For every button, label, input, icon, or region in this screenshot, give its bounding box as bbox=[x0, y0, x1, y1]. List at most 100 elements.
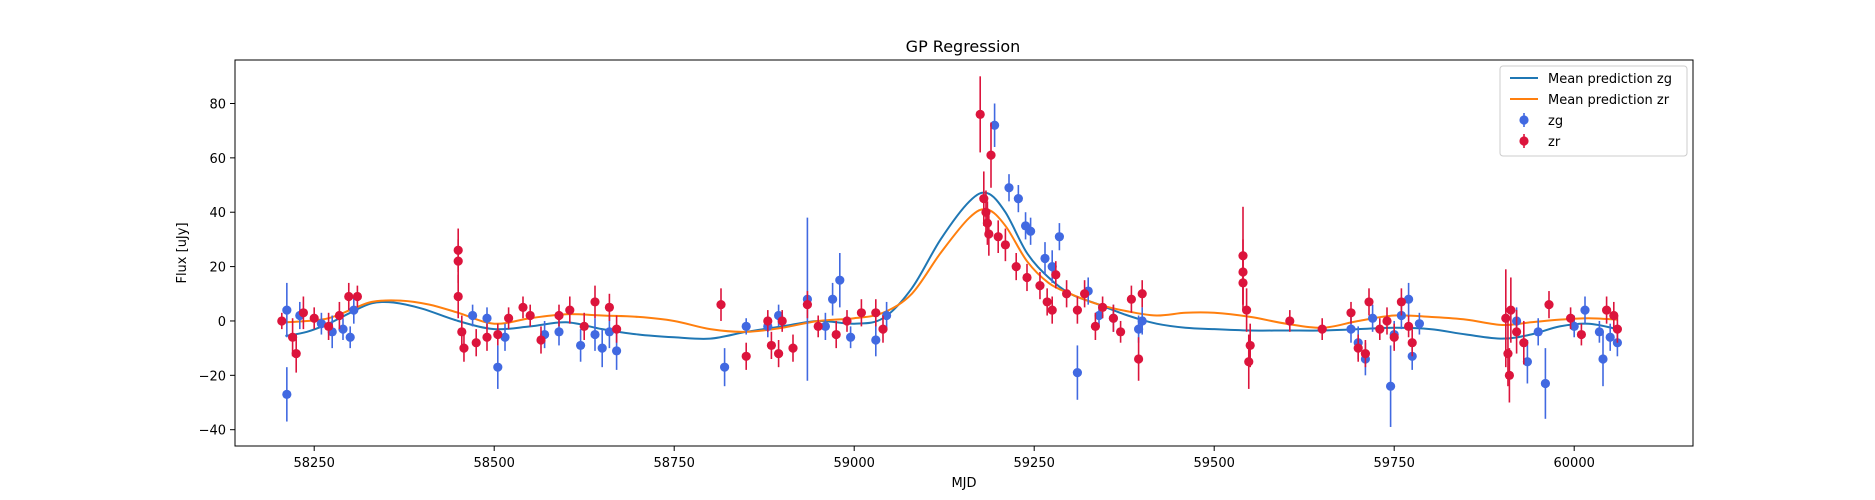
marker bbox=[334, 310, 344, 321]
data-point-zr bbox=[1022, 263, 1032, 292]
marker bbox=[1047, 261, 1057, 272]
legend-swatch bbox=[1519, 115, 1529, 125]
marker bbox=[878, 324, 888, 334]
marker bbox=[882, 310, 892, 321]
marker bbox=[1116, 327, 1126, 337]
series-points bbox=[277, 76, 1622, 427]
marker bbox=[590, 329, 600, 340]
x-axis: 58250 58500 58750 59000 59250 59500 59750 60000 bbox=[294, 446, 1595, 471]
data-point-zr bbox=[802, 291, 813, 319]
data-point-zr bbox=[518, 296, 528, 319]
data-point-zr bbox=[1090, 312, 1100, 340]
data-point-zg bbox=[316, 312, 326, 335]
data-point-zg bbox=[882, 301, 892, 330]
data-point-zr bbox=[1382, 307, 1392, 335]
marker bbox=[1054, 232, 1064, 242]
data-point-zr bbox=[1116, 320, 1126, 343]
data-point-zg bbox=[990, 103, 1000, 147]
marker bbox=[349, 305, 359, 315]
legend-box bbox=[1499, 65, 1688, 157]
data-point-zr bbox=[856, 299, 867, 327]
marker bbox=[813, 321, 823, 331]
marker bbox=[1013, 194, 1023, 204]
marker bbox=[1051, 270, 1061, 280]
data-point-zr bbox=[309, 307, 319, 330]
y-tick-label: 20 bbox=[209, 261, 226, 276]
y-axis-label: Flux [uJy] bbox=[175, 222, 190, 283]
data-point-zr bbox=[986, 122, 996, 188]
data-point-zr bbox=[457, 315, 467, 349]
marker bbox=[554, 327, 564, 337]
data-point-zr bbox=[1404, 315, 1414, 338]
data-point-zr bbox=[878, 315, 888, 343]
data-point-zr bbox=[1609, 301, 1619, 330]
marker bbox=[309, 313, 319, 323]
marker bbox=[1375, 324, 1385, 334]
marker bbox=[1506, 305, 1516, 315]
marker bbox=[1533, 327, 1543, 337]
marker bbox=[766, 340, 777, 351]
plot-area bbox=[277, 76, 1622, 427]
marker bbox=[1245, 340, 1255, 351]
data-point-zr bbox=[1042, 288, 1052, 316]
marker bbox=[1004, 183, 1014, 193]
data-point-zr bbox=[1238, 255, 1248, 311]
marker bbox=[1317, 324, 1327, 334]
data-point-zg bbox=[1072, 345, 1082, 400]
x-tick-label: 58250 bbox=[294, 456, 335, 471]
data-point-zg bbox=[1026, 217, 1036, 245]
marker bbox=[324, 321, 334, 331]
data-point-zr bbox=[1126, 285, 1136, 313]
data-point-zr bbox=[1051, 261, 1061, 289]
marker bbox=[612, 324, 622, 334]
marker bbox=[1501, 313, 1511, 323]
data-point-zr bbox=[788, 334, 798, 362]
series-line-1 bbox=[285, 208, 1618, 333]
marker bbox=[1602, 305, 1612, 315]
data-point-zr bbox=[777, 310, 787, 332]
data-point-zr bbox=[334, 301, 344, 330]
x-tick-label: 59250 bbox=[1014, 456, 1055, 471]
legend-label: Mean prediction zr bbox=[1548, 93, 1670, 108]
data-point-zr bbox=[1098, 296, 1108, 319]
data-point-zr bbox=[1566, 307, 1576, 330]
data-point-zr bbox=[493, 323, 503, 346]
marker bbox=[1244, 357, 1254, 367]
data-point-zr bbox=[471, 329, 481, 357]
data-point-zr bbox=[1353, 334, 1363, 362]
data-point-zg bbox=[282, 282, 292, 338]
data-point-zr bbox=[871, 299, 881, 327]
data-point-zr bbox=[766, 331, 777, 360]
marker bbox=[802, 300, 813, 310]
data-point-zg bbox=[1533, 318, 1543, 346]
data-point-zg bbox=[1540, 348, 1550, 419]
x-tick-label: 58750 bbox=[654, 456, 695, 471]
marker bbox=[1108, 313, 1118, 323]
marker bbox=[820, 321, 831, 331]
data-point-zr bbox=[1072, 296, 1082, 324]
marker bbox=[1414, 319, 1424, 329]
data-point-zr bbox=[604, 293, 615, 321]
marker bbox=[984, 229, 994, 239]
x-tick-label: 58500 bbox=[474, 456, 515, 471]
marker bbox=[846, 332, 856, 342]
marker bbox=[1094, 310, 1104, 321]
marker bbox=[741, 351, 751, 361]
data-point-zg bbox=[1605, 323, 1615, 351]
marker bbox=[288, 332, 298, 342]
marker bbox=[525, 310, 535, 321]
data-point-zr bbox=[459, 334, 469, 362]
marker bbox=[828, 294, 838, 304]
data-point-zr bbox=[1244, 334, 1254, 389]
marker bbox=[282, 305, 292, 315]
marker bbox=[1386, 381, 1396, 391]
marker bbox=[536, 335, 546, 345]
data-point-zg bbox=[597, 329, 607, 368]
data-point-zr bbox=[1612, 315, 1622, 343]
data-point-zr bbox=[1285, 310, 1295, 332]
data-point-zg bbox=[1414, 312, 1424, 335]
marker bbox=[482, 313, 492, 323]
marker bbox=[282, 389, 292, 399]
marker bbox=[1404, 294, 1414, 304]
legend-entry: zg bbox=[1519, 113, 1563, 129]
